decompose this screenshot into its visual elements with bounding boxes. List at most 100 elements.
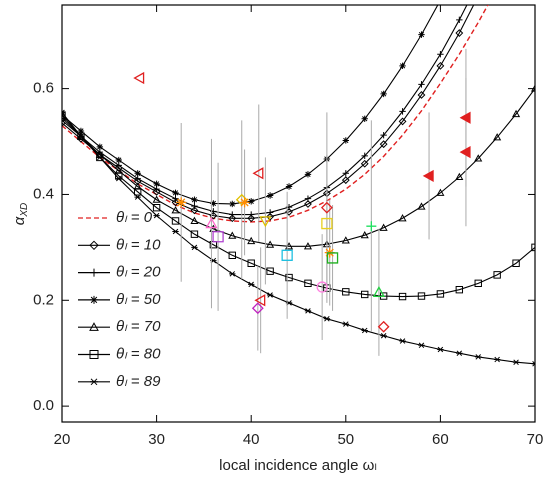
curve-marker [342, 321, 349, 327]
model-curve [62, 5, 489, 223]
curve-marker [398, 117, 407, 126]
y-axis-subscript: XD [19, 203, 30, 218]
legend-label: θₗ = 80 [116, 345, 161, 362]
curve-marker [191, 202, 198, 210]
curve-marker [248, 281, 255, 288]
curve-marker [266, 292, 274, 298]
curve-marker [341, 236, 350, 244]
curve-marker [77, 133, 85, 139]
curve-marker [437, 346, 444, 353]
curve-marker [62, 109, 66, 116]
curve-marker [342, 170, 349, 177]
curve-marker [360, 159, 369, 168]
curve-marker [304, 308, 312, 314]
x-axis-label: local incidence angle ωₗ [219, 457, 377, 474]
curve-marker [360, 230, 369, 239]
curve-marker [512, 109, 521, 118]
curve-marker [323, 316, 331, 322]
curve-marker [210, 200, 217, 207]
curve-marker [229, 200, 236, 208]
curve-marker [342, 288, 350, 296]
observation-point [372, 286, 386, 297]
legend-label: θₗ = 70 [116, 318, 161, 335]
curve-marker [512, 259, 520, 267]
legend-marker [90, 268, 98, 277]
curve-marker [342, 137, 349, 144]
curve-marker [266, 267, 274, 275]
curve-marker [436, 188, 445, 196]
curve-marker [361, 152, 368, 160]
curve-marker [361, 327, 368, 334]
curve-marker [248, 211, 255, 218]
observation-point [422, 169, 434, 183]
observation-point [459, 111, 471, 124]
curve-marker [436, 290, 445, 298]
observation-point [205, 217, 218, 229]
curve-marker [304, 279, 312, 288]
legend-marker [90, 295, 98, 304]
curve-marker [493, 133, 502, 141]
curve-marker [531, 361, 535, 367]
observation-point [459, 146, 471, 159]
curve-marker [417, 91, 426, 99]
curve-marker [285, 183, 293, 190]
curve-marker [417, 202, 426, 210]
curve-marker [248, 198, 255, 205]
observation-point [252, 167, 264, 180]
legend-label: θₗ = 10 [116, 236, 161, 253]
legend-label: θₗ = 0 [116, 209, 153, 226]
curve-marker [134, 194, 141, 200]
curve-marker [115, 156, 122, 164]
curve-marker [152, 203, 161, 212]
curve-marker [493, 356, 501, 363]
curve-marker [512, 359, 520, 365]
legend-marker [90, 378, 98, 386]
observation-point [281, 249, 293, 261]
observation-point [259, 216, 272, 228]
legend-marker [89, 350, 99, 359]
curve-marker [153, 212, 160, 219]
curve-marker [380, 90, 387, 98]
curve-marker [418, 342, 425, 349]
curve-marker [171, 217, 180, 225]
plot-frame [61, 4, 536, 423]
curve-marker [190, 230, 199, 238]
curve-marker [474, 154, 483, 162]
legend-marker [89, 322, 99, 331]
curve-marker [474, 279, 482, 288]
curve-marker [418, 31, 425, 38]
curve-marker [228, 231, 237, 239]
curve-marker [361, 290, 369, 299]
observation-point [316, 281, 328, 293]
curve-marker [399, 62, 406, 70]
y-axis-label: αXD [11, 203, 30, 225]
legend-label: θₗ = 89 [116, 373, 161, 390]
curve-marker [475, 354, 482, 360]
curve-marker [455, 286, 464, 294]
curve-marker [190, 216, 199, 224]
curve-marker [379, 292, 388, 300]
curve-marker [417, 292, 426, 300]
curve-marker [266, 209, 274, 216]
curve-marker [191, 244, 198, 251]
curve-marker [172, 195, 179, 202]
y-axis-symbol: α [11, 216, 28, 225]
curve-marker [437, 0, 443, 3]
curve-marker [152, 195, 161, 203]
curve-marker [304, 195, 312, 202]
curve-marker [379, 223, 388, 231]
curve-marker [133, 188, 142, 196]
curve-marker [190, 206, 199, 215]
curve-marker [341, 176, 350, 185]
observation-point [239, 197, 250, 208]
curve-marker [418, 81, 425, 88]
curve-marker [77, 127, 85, 135]
curve-marker [303, 242, 313, 250]
observation-point [176, 197, 187, 208]
curve-marker [455, 29, 464, 37]
curve-marker [96, 143, 104, 151]
x-tick-label: 30 [148, 431, 165, 448]
curve-marker [456, 350, 463, 356]
curve-marker [153, 180, 160, 188]
curve-marker [380, 332, 387, 339]
